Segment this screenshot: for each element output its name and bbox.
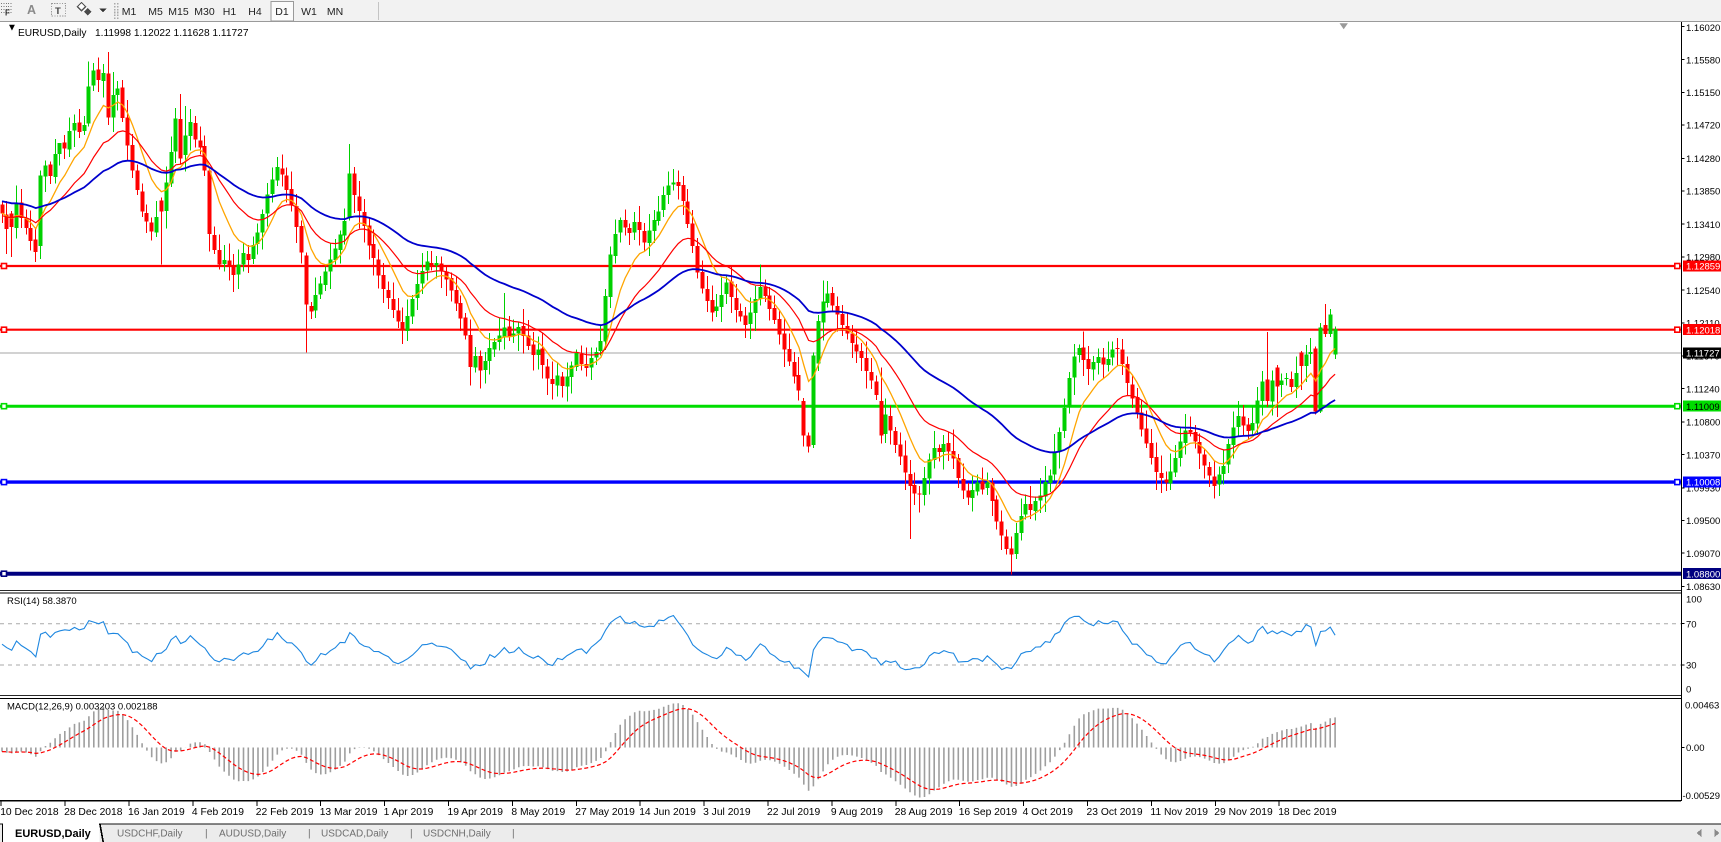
- svg-text:1.12018: 1.12018: [1686, 325, 1720, 336]
- svg-text:1.13410: 1.13410: [1686, 220, 1720, 231]
- svg-text:1.08630: 1.08630: [1686, 582, 1720, 593]
- svg-text:M30: M30: [194, 6, 215, 18]
- svg-text:70: 70: [1686, 619, 1697, 630]
- svg-text:EURUSD,Daily 1.11998 1.12022: EURUSD,Daily 1.11998 1.12022 1.11628 1.1…: [18, 28, 249, 39]
- svg-text:1.11727: 1.11727: [1686, 349, 1720, 360]
- svg-text:|: |: [410, 829, 413, 840]
- svg-text:3 Jul 2019: 3 Jul 2019: [703, 807, 751, 818]
- svg-text:AUDUSD,Daily: AUDUSD,Daily: [219, 829, 286, 840]
- svg-text:16 Jan 2019: 16 Jan 2019: [128, 807, 185, 818]
- svg-text:19 Apr 2019: 19 Apr 2019: [448, 807, 504, 818]
- svg-text:1.15150: 1.15150: [1686, 88, 1720, 99]
- svg-text:1.09500: 1.09500: [1686, 516, 1720, 527]
- svg-text:T: T: [55, 6, 61, 17]
- svg-text:30: 30: [1686, 661, 1697, 672]
- svg-text:1.12110: 1.12110: [1686, 318, 1720, 329]
- svg-text:M1: M1: [122, 6, 137, 18]
- svg-text:USDCHF,Daily: USDCHF,Daily: [117, 829, 183, 840]
- svg-text:H4: H4: [248, 6, 262, 18]
- svg-text:-0.00529: -0.00529: [1683, 791, 1721, 802]
- svg-text:|: |: [512, 829, 515, 840]
- svg-text:23 Oct 2019: 23 Oct 2019: [1087, 807, 1143, 818]
- svg-text:1.09070: 1.09070: [1686, 549, 1720, 560]
- svg-text:22 Feb 2019: 22 Feb 2019: [256, 807, 314, 818]
- svg-text:1.11240: 1.11240: [1686, 384, 1720, 395]
- svg-text:100: 100: [1686, 595, 1702, 606]
- svg-text:A: A: [27, 3, 36, 17]
- svg-text:USDCAD,Daily: USDCAD,Daily: [321, 829, 388, 840]
- svg-text:18 Dec 2019: 18 Dec 2019: [1278, 807, 1337, 818]
- svg-text:16 Sep 2019: 16 Sep 2019: [959, 807, 1018, 818]
- svg-text:1.12980: 1.12980: [1686, 252, 1720, 263]
- svg-text:11 Nov 2019: 11 Nov 2019: [1150, 807, 1208, 818]
- svg-text:1.12540: 1.12540: [1686, 286, 1720, 297]
- svg-text:1.10008: 1.10008: [1686, 478, 1720, 489]
- svg-text:1.14720: 1.14720: [1686, 121, 1720, 132]
- svg-text:1.10800: 1.10800: [1686, 418, 1720, 429]
- svg-text:1.08800: 1.08800: [1686, 569, 1720, 580]
- svg-text:M5: M5: [148, 6, 163, 18]
- svg-text:H1: H1: [223, 6, 237, 18]
- svg-text:4 Oct 2019: 4 Oct 2019: [1023, 807, 1074, 818]
- svg-text:D1: D1: [275, 6, 289, 18]
- svg-text:1.13850: 1.13850: [1686, 187, 1720, 198]
- svg-text:1.15580: 1.15580: [1686, 55, 1720, 66]
- svg-text:RSI(14) 58.3870: RSI(14) 58.3870: [7, 596, 77, 607]
- svg-text:8 May 2019: 8 May 2019: [511, 807, 565, 818]
- svg-text:W1: W1: [301, 6, 317, 18]
- svg-text:F: F: [5, 9, 10, 18]
- svg-text:▼: ▼: [7, 23, 17, 34]
- svg-text:1 Apr 2019: 1 Apr 2019: [384, 807, 434, 818]
- svg-text:MN: MN: [327, 6, 343, 18]
- svg-text:M15: M15: [168, 6, 189, 18]
- svg-text:14 Jun 2019: 14 Jun 2019: [639, 807, 696, 818]
- svg-text:10 Dec 2018: 10 Dec 2018: [0, 807, 59, 818]
- svg-text:0: 0: [1686, 684, 1691, 695]
- svg-text:0.00463: 0.00463: [1685, 701, 1719, 712]
- svg-text:22 Jul 2019: 22 Jul 2019: [767, 807, 821, 818]
- svg-text:9 Aug 2019: 9 Aug 2019: [831, 807, 883, 818]
- svg-text:1.12859: 1.12859: [1686, 262, 1720, 273]
- svg-text:1.14280: 1.14280: [1686, 154, 1720, 165]
- svg-text:4 Feb 2019: 4 Feb 2019: [192, 807, 244, 818]
- svg-text:29 Nov 2019: 29 Nov 2019: [1214, 807, 1273, 818]
- svg-text:|: |: [205, 829, 208, 840]
- svg-text:13 Mar 2019: 13 Mar 2019: [320, 807, 378, 818]
- svg-text:1.16020: 1.16020: [1686, 23, 1720, 34]
- svg-text:USDCNH,Daily: USDCNH,Daily: [423, 829, 491, 840]
- svg-text:1.11009: 1.11009: [1686, 402, 1720, 413]
- svg-text:0.00: 0.00: [1686, 743, 1705, 754]
- svg-text:1.09930: 1.09930: [1686, 484, 1720, 495]
- svg-text:28 Dec 2018: 28 Dec 2018: [64, 807, 123, 818]
- svg-text:EURUSD,Daily: EURUSD,Daily: [15, 828, 92, 840]
- svg-text:28 Aug 2019: 28 Aug 2019: [895, 807, 953, 818]
- svg-text:MACD(12,26,9) 0.003203 0.00218: MACD(12,26,9) 0.003203 0.002188: [7, 702, 158, 713]
- svg-text:1.10370: 1.10370: [1686, 450, 1720, 461]
- svg-text:|: |: [308, 829, 311, 840]
- svg-text:27 May 2019: 27 May 2019: [575, 807, 635, 818]
